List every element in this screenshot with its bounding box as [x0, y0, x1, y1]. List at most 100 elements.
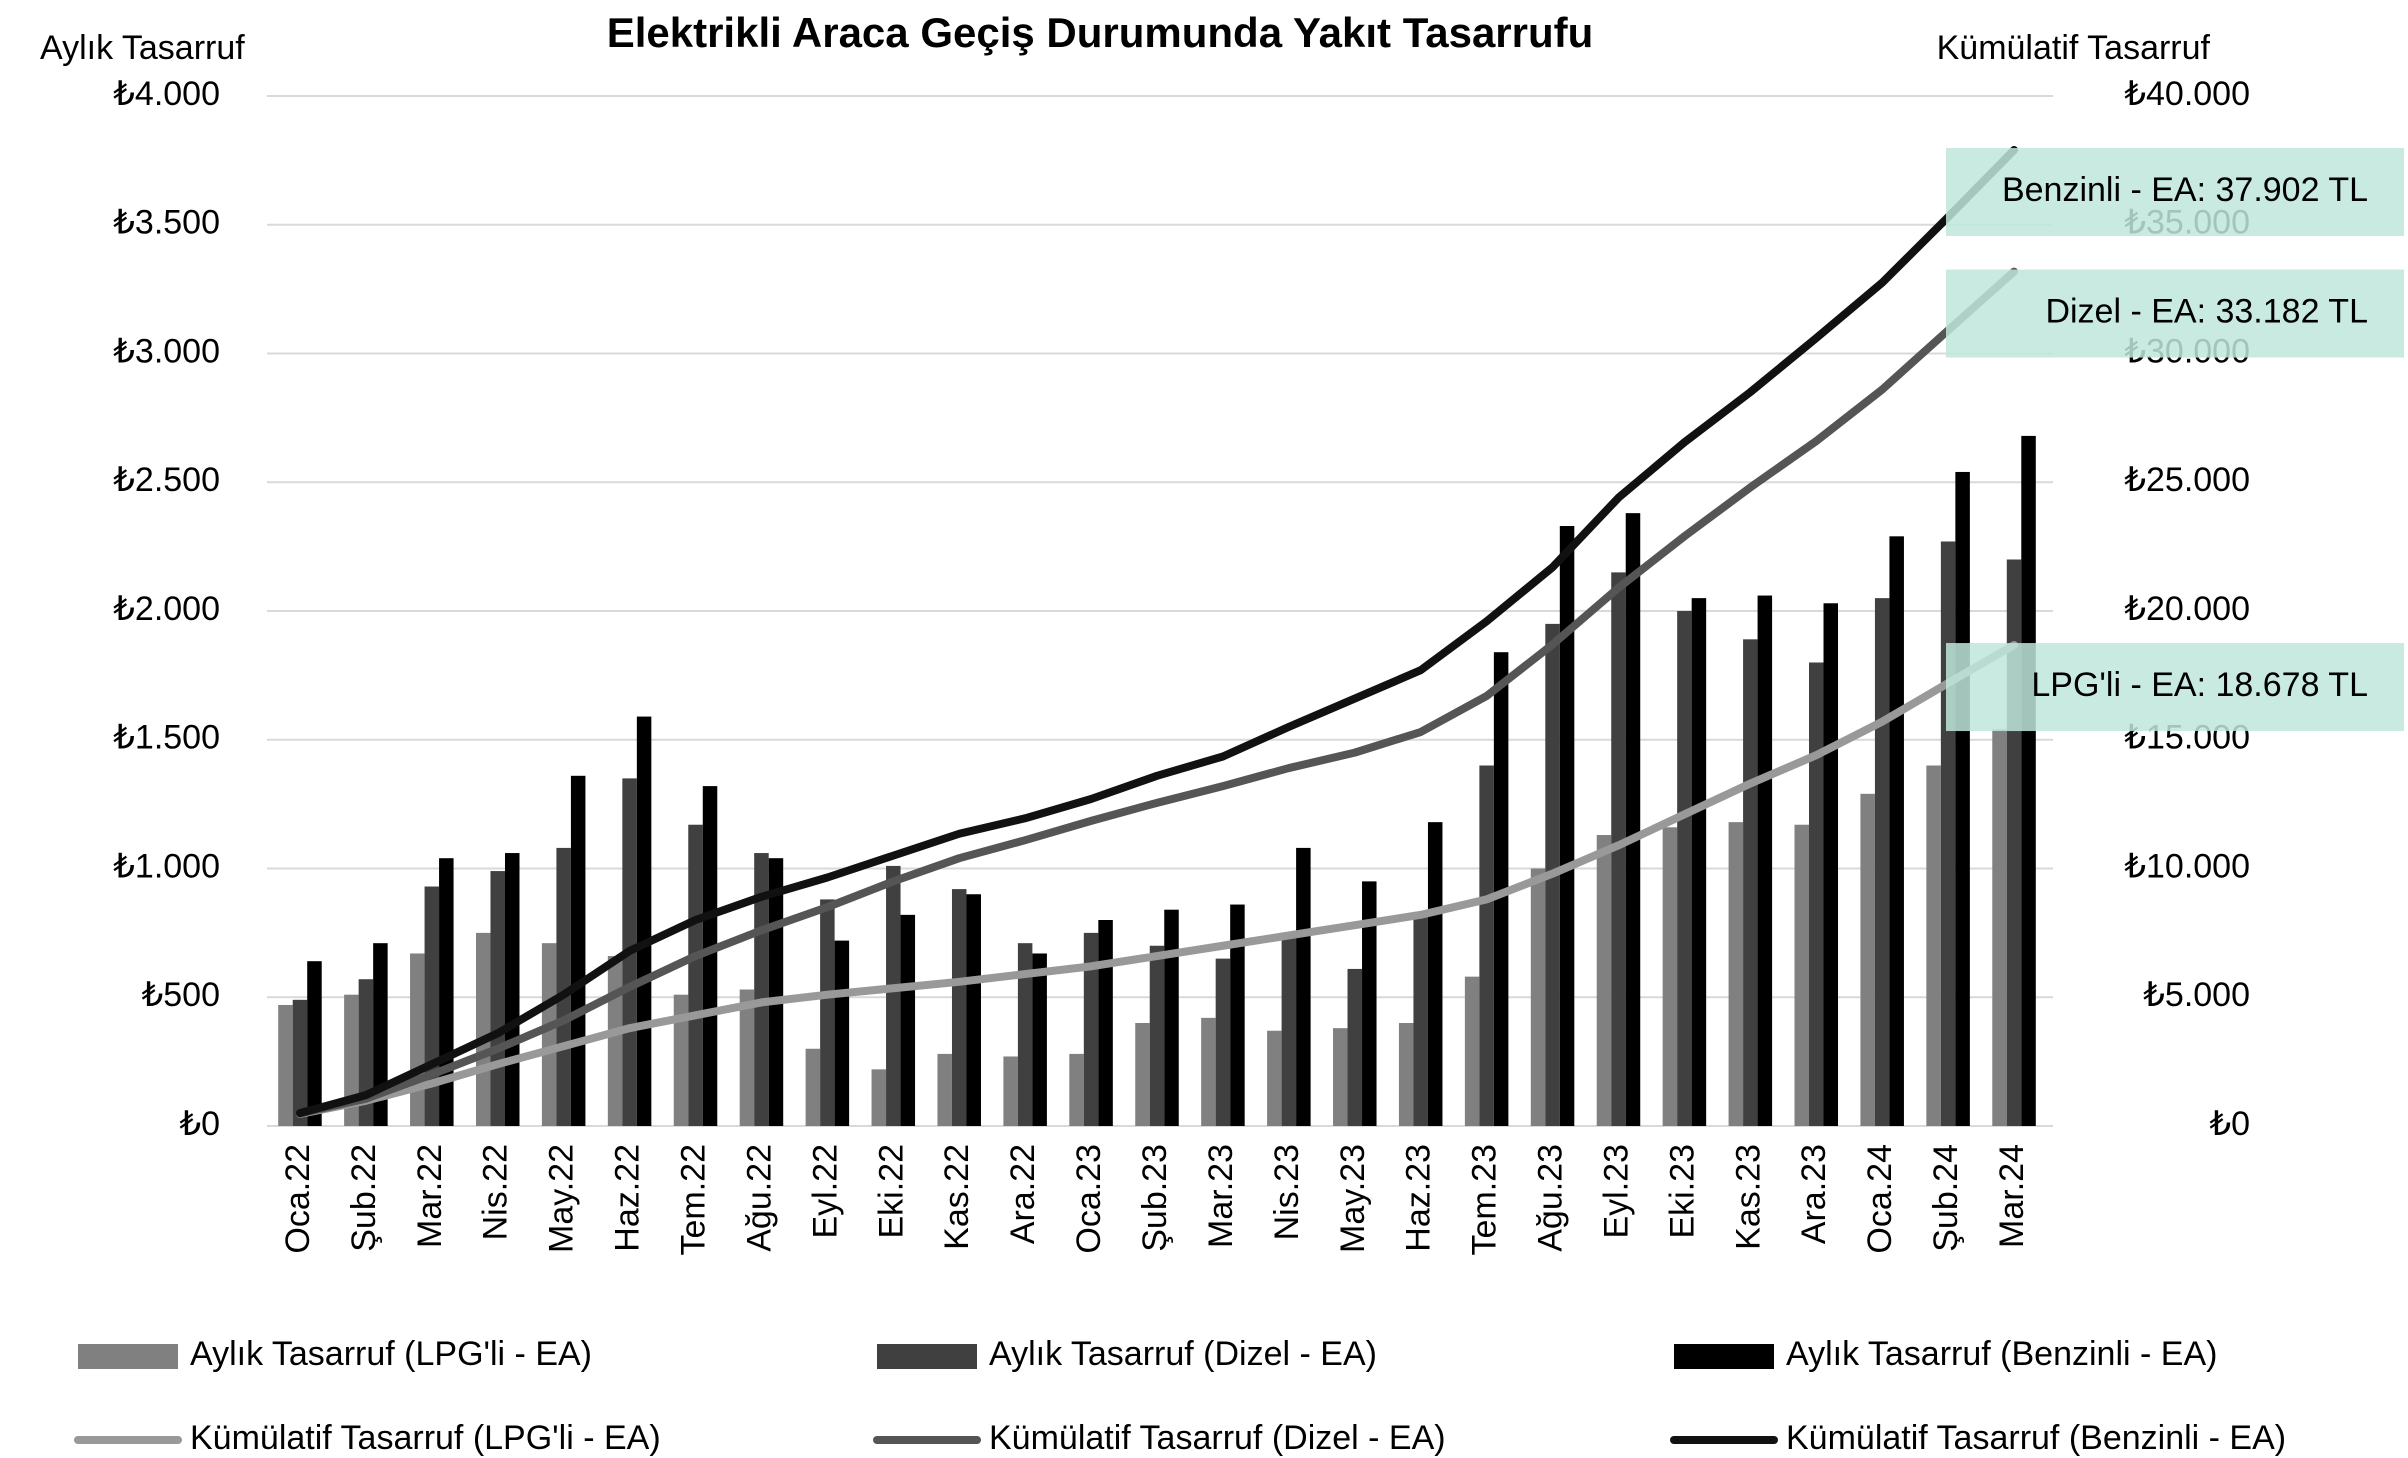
bar: [1464, 976, 1480, 1126]
bar: [754, 853, 769, 1126]
bar: [1083, 932, 1099, 1126]
bar: [2021, 435, 2036, 1126]
bar: [966, 894, 981, 1126]
x-tick-label: Ağu.22: [740, 1144, 778, 1252]
bar: [410, 953, 425, 1126]
bar: [1347, 968, 1363, 1126]
x-tick-label: Nis.22: [477, 1144, 515, 1240]
x-tick-label: Tem.23: [1466, 1144, 1504, 1256]
bar: [1098, 920, 1113, 1126]
y-tick-label: ₺1.000: [113, 847, 220, 885]
bar: [541, 943, 557, 1126]
bar: [307, 961, 322, 1126]
legend-label: Kümülatif Tasarruf (Benzinli - EA): [1786, 1419, 2286, 1457]
bar: [937, 1053, 952, 1126]
x-tick-label: Şub.23: [1136, 1144, 1174, 1252]
x-tick-label: Şub.24: [1927, 1144, 1965, 1252]
x-tick-label: Eki.23: [1663, 1144, 1701, 1239]
bar: [1164, 909, 1179, 1126]
x-tick-label: Ara.23: [1795, 1144, 1833, 1244]
bar: [1955, 471, 1970, 1126]
bar: [1017, 943, 1033, 1126]
bar: [1296, 847, 1311, 1126]
y-tick-label: ₺1.500: [113, 719, 220, 757]
bar: [1992, 729, 2007, 1126]
x-tick-label: Eki.22: [872, 1144, 910, 1239]
x-tick-label: Oca.24: [1861, 1144, 1899, 1254]
bar: [1003, 1056, 1018, 1126]
x-tick-label: Mar.22: [411, 1144, 449, 1248]
y2-tick-label: ₺20.000: [2124, 590, 2250, 628]
bar: [1427, 822, 1443, 1126]
x-tick-label: Kas.22: [938, 1144, 976, 1250]
bar: [1032, 953, 1047, 1126]
bar: [1743, 639, 1758, 1126]
annotation: LPG'li - EA: 18.678 TL: [2031, 666, 2368, 704]
x-tick-label: Ara.22: [1004, 1144, 1042, 1244]
bar: [373, 943, 388, 1126]
x-tick-label: Nis.23: [1268, 1144, 1306, 1240]
annotation-box: [1946, 269, 2404, 358]
bar: [673, 994, 689, 1126]
y2-tick-label: ₺5.000: [2143, 976, 2250, 1014]
legend-label: Kümülatif Tasarruf (Dizel - EA): [989, 1419, 1446, 1457]
bar: [688, 824, 703, 1126]
bar: [1874, 598, 1890, 1126]
bar: [900, 914, 916, 1126]
y2-axis-title: Kümülatif Tasarruf: [1937, 29, 2211, 67]
bar: [1201, 1017, 1216, 1126]
y-tick-label: ₺2.000: [113, 590, 220, 628]
x-tick-label: Mar.23: [1202, 1144, 1240, 1248]
bar: [1677, 611, 1692, 1126]
legend-label: Aylık Tasarruf (Dizel - EA): [989, 1335, 1377, 1373]
bar: [424, 886, 440, 1126]
y-tick-label: ₺2.500: [113, 461, 220, 499]
bar: [1596, 835, 1612, 1126]
legend-label: Aylık Tasarruf (Benzinli - EA): [1786, 1335, 2217, 1373]
x-tick-label: Kas.23: [1729, 1144, 1767, 1250]
x-tick-label: Haz.22: [609, 1144, 647, 1252]
y-tick-label: ₺4.000: [113, 75, 220, 113]
x-tick-label: Haz.23: [1400, 1144, 1438, 1252]
bar: [1625, 513, 1641, 1126]
y-tick-label: ₺3.500: [113, 204, 220, 242]
bar: [951, 889, 967, 1126]
x-tick-label: May.23: [1334, 1144, 1372, 1253]
bar: [439, 858, 454, 1126]
y2-tick-label: ₺0: [2209, 1105, 2250, 1143]
x-tick-label: Ağu.23: [1532, 1144, 1570, 1252]
annotation: Benzinli - EA: 37.902 TL: [2002, 171, 2368, 209]
y2-tick-label: ₺25.000: [2124, 461, 2250, 499]
bar: [1530, 868, 1546, 1126]
annotation-box: [1946, 643, 2404, 732]
bar: [1135, 1023, 1150, 1126]
bar: [1860, 793, 1875, 1126]
bar: [702, 786, 718, 1126]
bar: [636, 716, 652, 1126]
bar: [1479, 765, 1494, 1126]
chart-title: Elektrikli Araca Geçiş Durumunda Yakıt T…: [607, 9, 1594, 56]
x-tick-label: Oca.23: [1070, 1144, 1108, 1254]
line: [295, 267, 2019, 1118]
bar: [556, 847, 571, 1126]
bar: [344, 994, 359, 1126]
bar: [504, 853, 520, 1126]
bar: [570, 775, 586, 1126]
bar: [1559, 526, 1575, 1126]
bar: [1149, 945, 1165, 1126]
bar: [1940, 541, 1956, 1126]
bar: [1267, 1030, 1282, 1126]
legend-swatch: [1674, 1344, 1774, 1369]
y-tick-label: ₺3.000: [113, 332, 220, 370]
bar: [1493, 652, 1509, 1126]
y-tick-label: ₺0: [179, 1105, 220, 1143]
bar: [1728, 822, 1744, 1126]
y-axis-title: Aylık Tasarruf: [40, 29, 245, 67]
y2-tick-label: ₺10.000: [2124, 847, 2250, 885]
bar: [820, 899, 835, 1126]
bar: [768, 858, 784, 1126]
bar: [1794, 824, 1810, 1126]
bar: [834, 940, 850, 1126]
bar: [1757, 595, 1773, 1126]
x-tick-label: Eyl.22: [806, 1144, 844, 1239]
